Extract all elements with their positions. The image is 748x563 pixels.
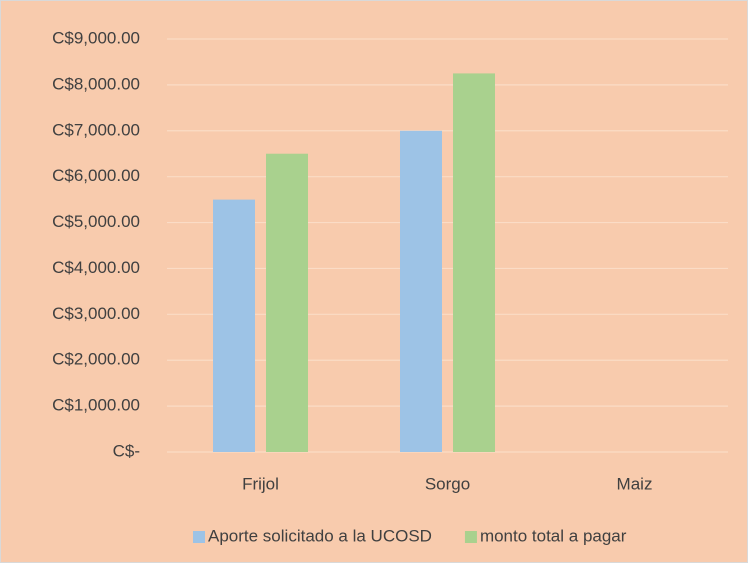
x-tick-label: Sorgo (425, 474, 470, 493)
bar (213, 199, 255, 452)
x-tick-label: Frijol (242, 474, 279, 493)
bar (266, 153, 308, 452)
y-tick-label: C$3,000.00 (52, 304, 140, 323)
bar (400, 130, 442, 452)
y-tick-label: C$8,000.00 (52, 74, 140, 93)
legend-swatch (464, 531, 477, 543)
y-tick-label: C$- (113, 441, 140, 460)
y-tick-label: C$4,000.00 (52, 258, 140, 277)
legend-label: monto total a pagar (480, 526, 627, 545)
legend-swatch (193, 531, 205, 543)
y-tick-label: C$7,000.00 (52, 120, 140, 139)
y-tick-label: C$5,000.00 (52, 212, 140, 231)
y-tick-label: C$6,000.00 (52, 166, 140, 185)
y-tick-label: C$9,000.00 (52, 28, 140, 47)
x-tick-label: Maiz (617, 474, 653, 493)
y-tick-label: C$1,000.00 (52, 396, 140, 415)
bar (453, 73, 495, 453)
legend-label: Aporte solicitado a la UCOSD (208, 526, 432, 545)
y-tick-label: C$2,000.00 (52, 350, 140, 369)
